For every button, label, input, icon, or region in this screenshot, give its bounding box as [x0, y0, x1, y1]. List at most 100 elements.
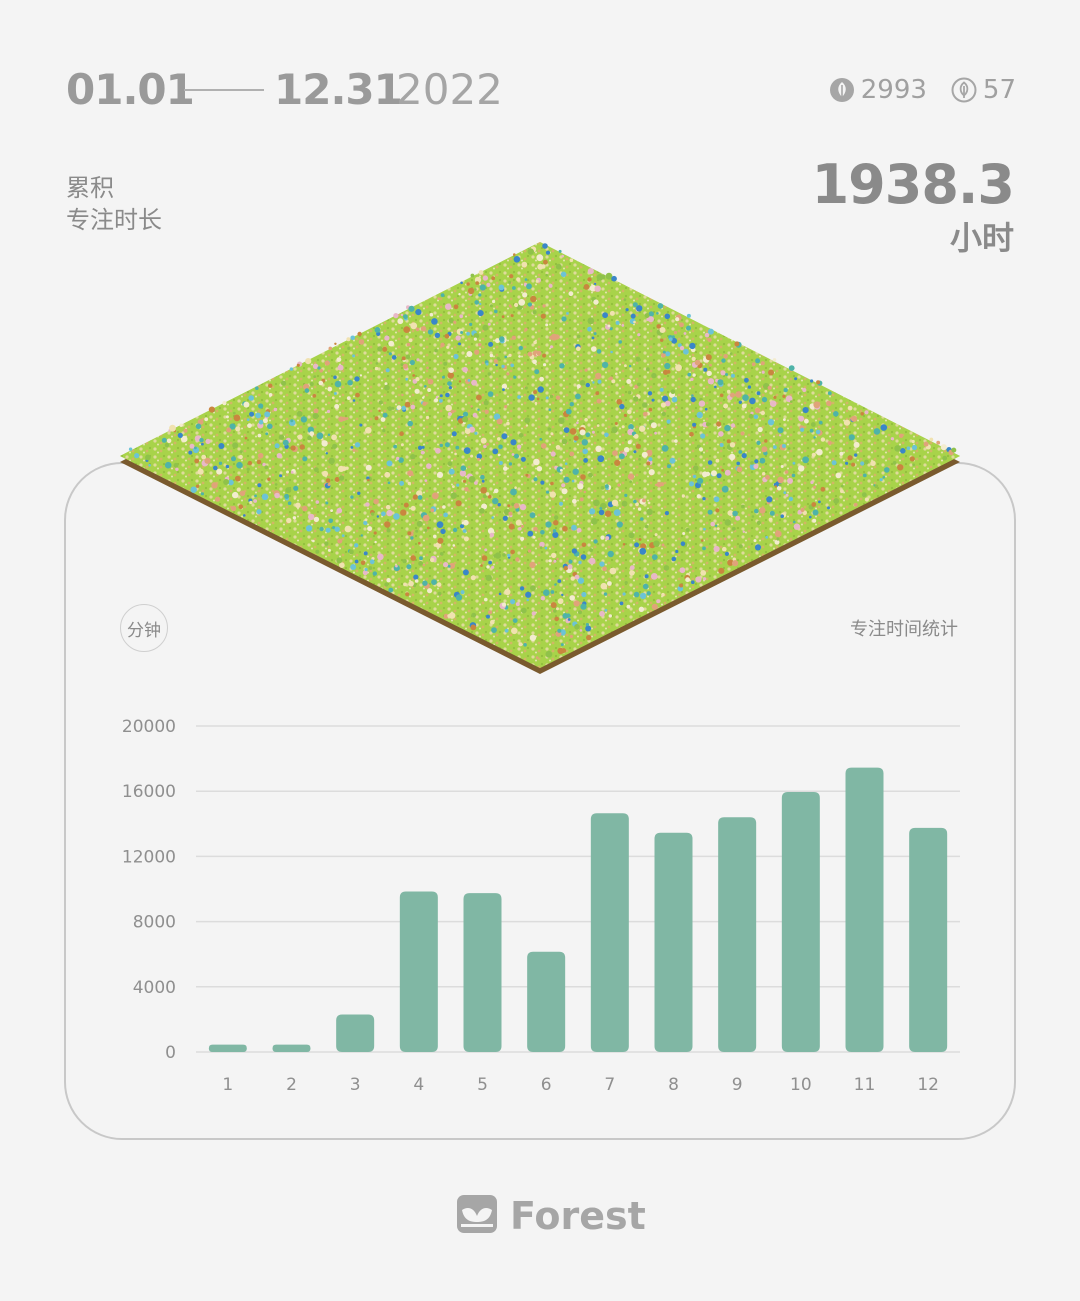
forest-tree-dot — [439, 398, 443, 403]
forest-tree-dot — [422, 563, 426, 567]
forest-tree-dot — [450, 409, 455, 414]
forest-tree-dot — [328, 457, 335, 465]
forest-tree-dot — [199, 437, 204, 443]
forest-tree-dot — [524, 327, 528, 331]
forest-tree-dot — [810, 379, 814, 383]
forest-tree-dot — [783, 418, 786, 421]
forest-tree-dot — [527, 530, 534, 537]
forest-tree-dot — [422, 514, 430, 522]
forest-tree-dot — [679, 322, 684, 328]
forest-tree-dot — [427, 388, 432, 392]
forest-tree-dot — [408, 580, 414, 587]
forest-tree-dot — [296, 363, 300, 367]
x-tick-label: 1 — [222, 1075, 233, 1095]
forest-tree-dot — [721, 485, 729, 493]
forest-tree-dot — [599, 507, 603, 510]
forest-tree-dot — [452, 527, 458, 533]
forest-tree-dot — [350, 446, 354, 449]
forest-tree-dot — [542, 243, 548, 249]
forest-tree-dot — [322, 470, 329, 477]
forest-tree-dot — [448, 468, 455, 475]
forest-tree-dot — [611, 379, 616, 384]
forest-tree-dot — [566, 312, 569, 315]
forest-tree-dot — [497, 503, 501, 507]
forest-tree-dot — [511, 627, 518, 635]
forest-tree-dot — [757, 426, 763, 433]
forest-tree-dot — [548, 509, 552, 513]
forest-tree-dot — [509, 274, 514, 279]
forest-tree-dot — [656, 312, 659, 315]
forest-tree-dot — [478, 270, 484, 275]
forest-tree-dot — [720, 370, 726, 376]
forest-tree-dot — [548, 559, 552, 563]
forest-tree-dot — [325, 452, 328, 455]
forest-tree-dot — [319, 369, 323, 373]
forest-tree-dot — [498, 284, 505, 291]
forest-tree-dot — [536, 254, 544, 262]
forest-tree-dot — [480, 564, 483, 567]
forest-tree-dot — [325, 478, 331, 483]
forest-tree-dot — [246, 467, 250, 471]
forest-tree-dot — [784, 470, 789, 474]
forest-tree-dot — [570, 576, 575, 581]
forest-tree-dot — [419, 556, 423, 561]
forest-tree-dot — [190, 486, 197, 493]
forest-tree-dot — [365, 464, 372, 471]
bar-month-4 — [399, 891, 438, 1052]
forest-tree-dot — [696, 444, 701, 449]
forest-tree-dot — [504, 628, 509, 633]
forest-tree-dot — [604, 484, 609, 489]
forest-tree-dot — [545, 323, 549, 327]
forest-tree-dot — [316, 432, 324, 440]
forest-tree-dot — [305, 525, 313, 532]
total-focus-label: 累积 专注时长 — [66, 172, 162, 236]
forest-tree-dot — [572, 468, 579, 475]
forest-tree-dot — [385, 504, 391, 510]
tree-icon — [951, 77, 977, 103]
forest-tree-dot — [624, 447, 630, 453]
forest-tree-dot — [578, 610, 582, 615]
forest-tree-dot — [587, 277, 592, 282]
bar-month-8 — [654, 832, 693, 1052]
forest-tree-dot — [549, 394, 554, 399]
forest-tree-dot — [596, 349, 602, 354]
forest-tree-dot — [929, 437, 934, 442]
forest-tree-dot — [492, 299, 496, 304]
forest-tree-dot — [444, 333, 450, 339]
forest-tree-dot — [671, 337, 678, 344]
forest-tree-dot — [693, 465, 699, 471]
forest-tree-dot — [447, 614, 451, 618]
forest-tree-dot — [506, 372, 510, 376]
forest-tree-dot — [591, 336, 595, 340]
forest-tree-dot — [384, 335, 390, 341]
stat-trees-value: 57 — [982, 75, 1016, 105]
x-tick-label: 6 — [541, 1075, 552, 1095]
forest-tree-dot — [713, 496, 720, 503]
forest-tree-dot — [602, 566, 607, 572]
forest-tree-dot — [456, 483, 460, 487]
forest-tree-dot — [460, 331, 464, 334]
forest-tree-dot — [549, 491, 556, 498]
forest-tree-dot — [679, 583, 684, 588]
forest-tree-dot — [802, 407, 809, 414]
forest-tree-dot — [705, 354, 712, 361]
forest-tree-dot — [334, 380, 342, 388]
forest-tree-dot — [527, 351, 533, 357]
forest-tree-dot — [296, 410, 303, 417]
forest-tree-dot — [420, 450, 425, 455]
forest-tree-dot — [525, 591, 532, 598]
forest-tree-dot — [639, 592, 647, 600]
forest-tree-dot — [664, 313, 671, 320]
start-date: 01.01 — [66, 65, 195, 114]
forest-tree-dot — [403, 326, 411, 333]
forest-tree-dot — [435, 396, 439, 399]
forest-tree-dot — [547, 427, 552, 431]
forest-tree-dot — [410, 404, 416, 410]
forest-tree-dot — [515, 507, 520, 512]
forest-tree-dot — [293, 485, 299, 491]
forest-tree-dot — [285, 487, 292, 494]
forest-tree-dot — [624, 364, 627, 368]
forest-tree-dot — [664, 362, 671, 370]
forest-tree-dot — [513, 256, 521, 263]
forest-tree-dot — [497, 453, 501, 457]
